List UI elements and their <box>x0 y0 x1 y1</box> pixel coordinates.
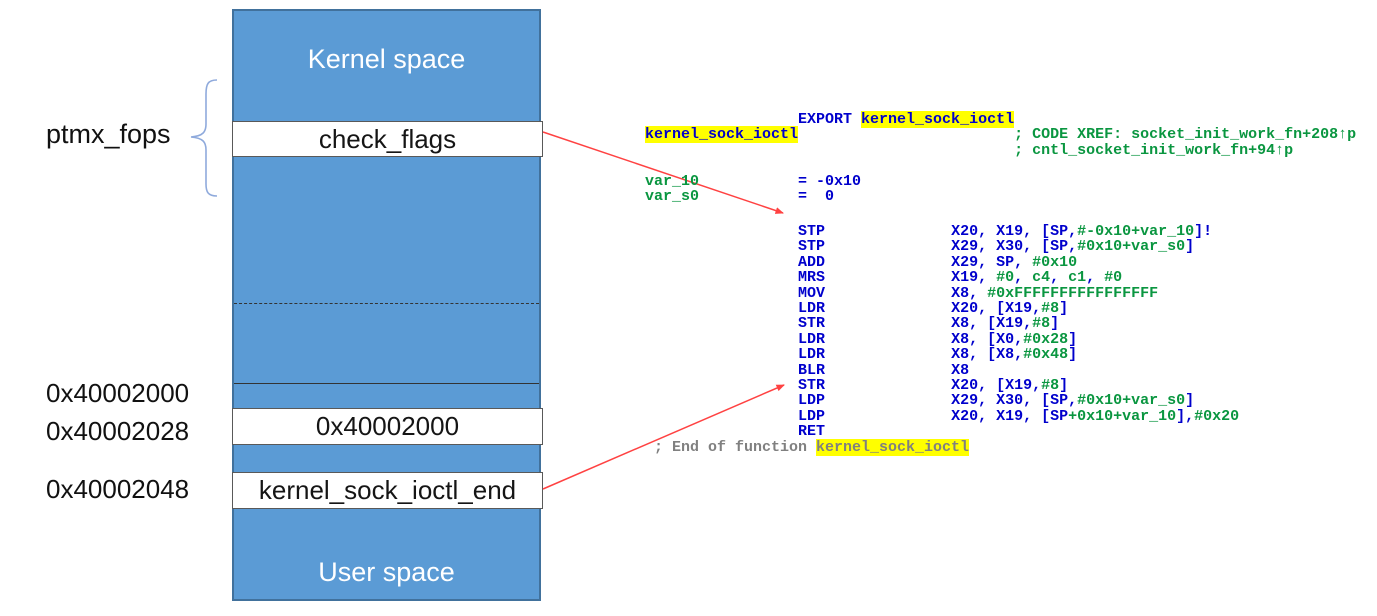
asm-line: var_10 = -0x10 <box>645 173 862 190</box>
asm-listing: EXPORT kernel_sock_ioctl kernel_sock_ioct… <box>645 0 1377 616</box>
band-0x40002000: 0x40002000 <box>232 408 543 445</box>
band-check-flags: check_flags <box>232 121 543 157</box>
user-space-label: User space <box>318 557 455 587</box>
ptmx-fops-label: ptmx_fops <box>46 119 171 149</box>
asm-line: STR X8, [X19,#8] <box>645 315 1060 333</box>
asm-line: kernel_sock_ioctl ; CODE XREF: socket_in… <box>645 126 1357 144</box>
asm-line: RET <box>645 423 826 441</box>
band-check-flags-label: check_flags <box>318 123 457 154</box>
asm-line: LDR X20, [X19,#8] <box>645 300 1069 318</box>
asm-line: LDP X29, X30, [SP,#0x10+var_s0] <box>645 392 1195 410</box>
asm-line: LDP X20, X19, [SP+0x10+var_10],#0x20 <box>645 407 1240 425</box>
address-label-0x40002028: 0x40002028 <box>46 416 190 446</box>
band-0x40002000-label: 0x40002000 <box>315 411 460 441</box>
asm-line: LDR X8, [X8,#0x48] <box>645 346 1078 364</box>
address-label-0x40002048: 0x40002048 <box>46 474 190 504</box>
asm-line: BLR X8 <box>645 361 970 379</box>
asm-line: ; cntl_socket_init_work_fn+94↑p <box>1014 141 1294 159</box>
asm-line: MOV X8, #0xFFFFFFFFFFFFFFFF <box>645 284 1159 302</box>
asm-line: STR X20, [X19,#8] <box>645 377 1069 395</box>
memory-map: Kernel space check_flags 0x40002000 kern… <box>232 9 543 601</box>
address-label-0x40002000: 0x40002000 <box>46 378 190 408</box>
kernel-space-label: Kernel space <box>307 44 466 74</box>
band-kernel-sock-ioctl-end: kernel_sock_ioctl_end <box>232 472 543 509</box>
asm-line: STP X29, X30, [SP,#0x10+var_s0] <box>645 238 1195 256</box>
asm-line: ADD X29, SP, #0x10 <box>645 253 1078 271</box>
asm-line: LDR X8, [X0,#0x28] <box>645 330 1078 348</box>
solid-divider <box>234 383 539 384</box>
asm-line: STP X20, X19, [SP,#-0x10+var_10]! <box>645 223 1213 240</box>
dashed-divider <box>234 303 539 304</box>
band-kernel-sock-ioctl-end-label: kernel_sock_ioctl_end <box>258 475 517 505</box>
asm-line: ; End of function kernel_sock_ioctl <box>645 438 970 456</box>
asm-line: MRS X19, #0, c4, c1, #0 <box>645 269 1123 287</box>
brace-icon <box>190 79 218 197</box>
asm-line: EXPORT kernel_sock_ioctl <box>798 111 1015 128</box>
asm-line: var_s0 = 0 <box>645 188 835 206</box>
